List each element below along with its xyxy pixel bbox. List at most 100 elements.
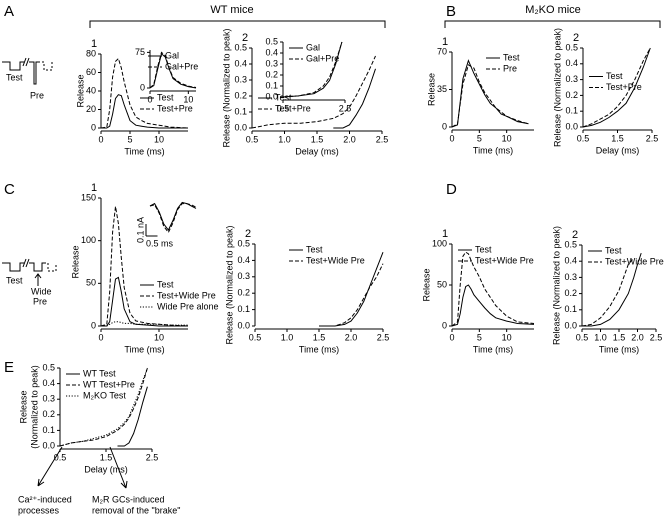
chart-label: 2 — [572, 229, 578, 241]
x-tick-label: 2.0 — [343, 134, 356, 144]
chart-label: 2 — [242, 32, 248, 44]
y-tick-label: 0.3 — [265, 58, 278, 68]
x-tick-label: 0 — [98, 134, 103, 144]
y-tick-label: 100 — [432, 238, 447, 248]
x-tick-label: 2.5 — [146, 452, 159, 462]
x-tick-label: 1.0 — [278, 134, 291, 144]
y-tick-label: 0.3 — [237, 271, 250, 281]
protocol-schematic: Test Pre — [2, 57, 53, 100]
x-tick-label: 2.5 — [377, 332, 390, 342]
x-axis-title: Time (ms) — [473, 344, 513, 354]
legend-label: Test+Wide Pre — [157, 290, 216, 300]
series-line — [581, 257, 635, 327]
y-tick-label: 0 — [442, 320, 447, 330]
y-tick-label: 60 — [86, 67, 96, 77]
protocol-trace — [44, 262, 57, 272]
protocol-schematic: Test Wide Pre — [2, 258, 57, 306]
y-tick-label: 0.5 — [237, 238, 250, 248]
annotation-arrow — [37, 446, 63, 487]
y-axis-title: Release (Normalized to peak) — [221, 28, 231, 147]
y-tick-label: 150 — [81, 192, 96, 202]
x-axis-title: Time (ms) — [124, 146, 164, 156]
y-tick-label: 0.1 — [265, 80, 278, 90]
y-tick-label: 0.3 — [564, 272, 577, 282]
x-tick-label: 0 — [98, 332, 103, 342]
legend-label: Test — [157, 279, 174, 289]
y-tick-label: 40 — [86, 85, 96, 95]
legend-label: Test — [157, 92, 174, 102]
chart-label: 2 — [573, 32, 579, 44]
series-line — [582, 47, 651, 128]
protocol-arrow — [34, 273, 42, 286]
annotation: Ca²⁺-induced — [18, 494, 72, 504]
series-line — [100, 57, 189, 129]
protocol-label: Pre — [33, 296, 47, 306]
x-axis-title: Time (ms) — [124, 344, 164, 354]
x-tick-label: 10 — [502, 133, 512, 143]
group-title: M₂KO mice — [525, 4, 581, 16]
x-tick-label: 2.5 — [650, 332, 663, 342]
group-bracket — [89, 20, 386, 28]
legend-label: Test+Wide Pre — [605, 256, 664, 266]
y-tick-label: 0.1 — [234, 106, 247, 116]
group-bracket — [444, 20, 661, 28]
series-line — [319, 252, 384, 327]
x-tick-label: 1.0 — [281, 332, 294, 342]
y-tick-label: 75 — [135, 47, 145, 57]
protocol-label: Test — [6, 275, 23, 285]
y-axis-title: Release — [18, 390, 28, 423]
legend-label: Test — [306, 244, 323, 254]
y-tick-label: 0.5 — [564, 239, 577, 249]
legend-label: Test — [475, 244, 492, 254]
y-tick-label: 0.2 — [564, 288, 577, 298]
y-tick-label: 0.4 — [234, 58, 247, 68]
series-line — [251, 55, 376, 129]
y-tick-label: 0.1 — [565, 106, 578, 116]
protocol-label: Test — [6, 72, 23, 82]
chart-label: 1 — [91, 38, 97, 50]
annotation: processes — [18, 505, 60, 515]
y-tick-label: 0.2 — [565, 90, 578, 100]
series-line — [582, 252, 642, 327]
legend-label: Test — [605, 245, 622, 255]
x-tick-label: 5 — [477, 133, 482, 143]
protocol-label: Pre — [30, 90, 44, 100]
y-tick-label: 50 — [86, 278, 96, 288]
x-tick-label: 0.5 — [54, 452, 67, 462]
legend-label: Test — [503, 52, 520, 62]
x-tick-label: 1.5 — [613, 332, 626, 342]
x-tick-label: 0.5 — [277, 103, 290, 113]
y-tick-label: 0.4 — [42, 378, 55, 388]
panel-label: D — [446, 181, 457, 198]
panel-label: E — [4, 359, 14, 376]
legend-label: Gal — [306, 42, 320, 52]
series-line — [451, 284, 535, 327]
protocol-trace — [35, 61, 53, 84]
x-tick-label: 0.5 — [249, 332, 262, 342]
legend-label: M₂KO Test — [83, 390, 126, 400]
protocol-label: Wide — [31, 286, 52, 296]
x-axis-title: Delay (ms) — [84, 464, 128, 474]
panel-label: C — [4, 181, 15, 198]
chart-label: 1 — [442, 36, 448, 48]
x-tick-label: 2.0 — [345, 332, 358, 342]
series-line — [451, 64, 529, 128]
y-tick-label: 0.4 — [265, 47, 278, 57]
series-line — [149, 203, 197, 234]
y-axis-title: Release (Normalized to peak) — [552, 28, 562, 147]
y-tick-label: 0.0 — [42, 440, 55, 450]
x-tick-label: 0.5 — [577, 133, 590, 143]
x-tick-label: 1.5 — [611, 133, 624, 143]
y-tick-label: 0 — [140, 82, 145, 92]
legend-label: Test — [606, 71, 623, 81]
x-axis-title: Delay (ms) — [295, 146, 339, 156]
y-tick-label: 0.3 — [234, 74, 247, 84]
y-tick-label: 0.4 — [565, 58, 578, 68]
series-line — [101, 94, 188, 129]
annotation: M₂R GCs-induced — [92, 494, 165, 504]
x-tick-label: 10 — [154, 134, 164, 144]
panel-label: B — [446, 3, 456, 20]
x-tick-label: 1.5 — [311, 134, 324, 144]
